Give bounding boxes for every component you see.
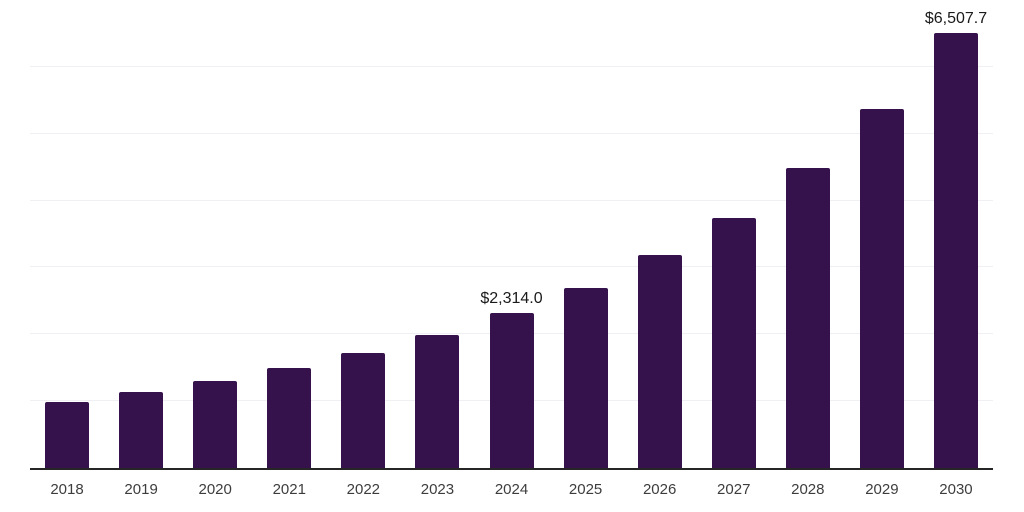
bar-slot-2023 xyxy=(400,0,474,468)
x-tick-2018: 2018 xyxy=(50,481,84,498)
bar-slot-2027 xyxy=(697,0,771,468)
gridline-5000 xyxy=(30,132,993,134)
bar-slot-2022 xyxy=(326,0,400,468)
bar-slot-2024: $2,314.0 xyxy=(474,0,548,468)
x-axis-labels: 2018 2019 2020 2021 2022 2023 2024 2025 2026 2027… xyxy=(30,479,993,500)
x-tick-2029: 2029 xyxy=(865,481,899,498)
bar-2022 xyxy=(341,353,386,468)
bar-slot-2028 xyxy=(771,0,845,468)
bars-container: $2,314.0 $6,507.7 xyxy=(30,0,993,468)
bar-2024 xyxy=(489,313,534,468)
bar-2030 xyxy=(933,32,978,468)
plot-area: $2,314.0 $6,507.7 xyxy=(30,0,993,470)
x-tick-2021: 2021 xyxy=(272,481,306,498)
data-label-2030: $6,507.7 xyxy=(924,9,988,27)
bar-2026 xyxy=(637,255,682,468)
x-tick-2030: 2030 xyxy=(939,481,973,498)
data-label-2024: $2,314.0 xyxy=(480,290,543,308)
x-tick-2020: 2020 xyxy=(198,481,232,498)
gridline-6000 xyxy=(30,65,993,67)
bar-slot-2029 xyxy=(845,0,919,468)
bar-slot-2025 xyxy=(549,0,623,468)
x-tick-2023: 2023 xyxy=(420,481,455,498)
bar-2025 xyxy=(563,287,608,468)
bar-2021 xyxy=(267,368,312,468)
bar-2020 xyxy=(193,380,238,468)
x-tick-2025: 2025 xyxy=(568,481,603,498)
bar-2019 xyxy=(119,392,164,468)
bar-2018 xyxy=(45,402,90,468)
bar-slot-2021 xyxy=(252,0,326,468)
bar-2028 xyxy=(785,168,830,468)
x-tick-2019: 2019 xyxy=(124,481,158,498)
gridline-4000 xyxy=(30,199,993,201)
bar-slot-2030: $6,507.7 xyxy=(919,0,993,468)
bar-2023 xyxy=(415,335,460,468)
x-tick-2022: 2022 xyxy=(346,481,381,498)
bar-slot-2020 xyxy=(178,0,252,468)
bar-slot-2026 xyxy=(623,0,697,468)
x-tick-2028: 2028 xyxy=(791,481,825,498)
bar-slot-2018 xyxy=(30,0,104,468)
bar-2027 xyxy=(711,217,756,468)
bar-slot-2019 xyxy=(104,0,178,468)
x-tick-2027: 2027 xyxy=(717,481,751,498)
x-tick-2026: 2026 xyxy=(642,481,677,498)
x-tick-2024: 2024 xyxy=(494,481,529,498)
gridline-3000 xyxy=(30,266,993,268)
bar-2029 xyxy=(859,108,904,468)
